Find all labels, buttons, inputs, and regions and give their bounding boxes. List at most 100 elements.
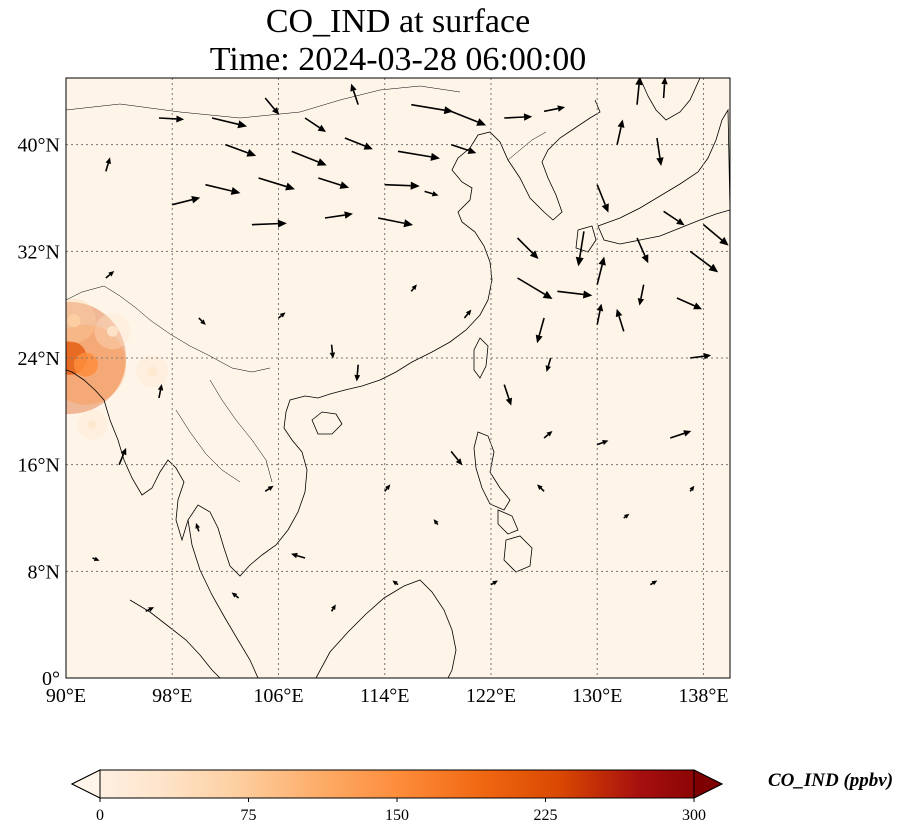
lon-tick-label: 122°E (466, 685, 516, 707)
wind-arrow (450, 110, 487, 126)
wind-arrow (264, 485, 274, 492)
wind-arrow (354, 364, 361, 382)
colorbar-extend-high (693, 769, 724, 799)
coastlines (66, 78, 730, 678)
wind-arrow (543, 431, 553, 439)
wind-arrow (616, 119, 625, 145)
borders (66, 85, 547, 483)
coastline-taiwan (473, 337, 489, 379)
wind-arrow (596, 256, 606, 285)
wind-arrow (344, 137, 373, 150)
wind-arrow (535, 317, 545, 344)
wind-arrow (656, 137, 664, 166)
map-title-line1: CO_IND at surface (265, 3, 531, 40)
wind-arrow (676, 297, 703, 310)
wind-arrow (689, 485, 695, 492)
lat-tick-label: 0° (42, 668, 60, 690)
wind-arrow (384, 484, 391, 492)
coastline-japan-honshu (597, 108, 730, 245)
wind-arrow (172, 196, 201, 206)
concentration-field (66, 298, 169, 440)
wind-arrow (543, 105, 566, 113)
lon-ticks: 90°E 98°E 106°E 114°E 122°E 130°E 138°E (46, 685, 729, 707)
wind-arrow (450, 143, 477, 154)
wind-arrow (689, 250, 719, 273)
colorbar: 0 75 150 225 300 (70, 769, 724, 824)
wind-arrow (304, 117, 327, 132)
hotspot-core (73, 352, 98, 377)
coastline-mindanao (503, 535, 533, 573)
wind-arrow (615, 308, 625, 332)
wind-vectors (92, 78, 729, 613)
wind-arrow (397, 150, 440, 161)
wind-arrow (318, 177, 350, 189)
lon-tick-label: 98°E (152, 685, 192, 707)
coastline-mainland (66, 99, 601, 577)
wind-arrow (433, 519, 439, 526)
wind-arrow (384, 181, 420, 190)
wind-arrow (450, 450, 463, 466)
colorbar-tick-label: 300 (682, 807, 706, 824)
wind-arrow (198, 317, 206, 325)
wind-arrow (251, 219, 287, 228)
wind-arrow (92, 556, 100, 562)
wind-arrow (623, 513, 630, 519)
lat-tick-label: 24°N (18, 348, 60, 370)
wind-arrow (350, 83, 359, 105)
coastline-japan-kyushu (575, 225, 597, 253)
colorbar-tick-label: 150 (385, 807, 409, 824)
coastline-malay (187, 519, 259, 678)
wind-arrow (596, 184, 609, 213)
map-background (66, 78, 730, 678)
wind-arrow (557, 290, 593, 299)
colorbar-gradient (70, 769, 724, 799)
wind-arrow (145, 607, 155, 613)
wind-arrow (195, 522, 200, 532)
lon-tick-label: 138°E (678, 685, 728, 707)
coastline-sakhalin (639, 78, 701, 121)
wind-arrow (105, 157, 111, 172)
coastline-visayas (497, 509, 519, 535)
wind-arrow (463, 309, 472, 319)
hotspot-core (88, 420, 98, 430)
wind-arrow (324, 211, 353, 219)
wind-arrow (105, 271, 115, 279)
map-title-line2: Time: 2024-03-28 06:00:00 (209, 41, 587, 78)
wind-arrow (636, 237, 649, 264)
hotspot-core (107, 325, 118, 337)
border-indochina (66, 285, 271, 373)
wind-arrow (392, 580, 399, 586)
wind-arrow (291, 552, 306, 559)
wind-arrow (596, 303, 604, 325)
lat-tick-label: 40°N (18, 135, 60, 157)
hotspot-core (147, 366, 158, 377)
wind-arrow (516, 237, 539, 259)
border-mongolia (66, 85, 461, 119)
border-thailand (175, 409, 241, 483)
lon-tick-label: 106°E (253, 685, 303, 707)
wind-arrow (157, 384, 164, 399)
colorbar-tick-label: 0 (96, 807, 104, 824)
wind-arrow (596, 440, 609, 446)
hotspot-core (67, 314, 81, 328)
wind-arrow (669, 430, 692, 439)
coastline-sumatra (129, 599, 221, 678)
wind-arrow (329, 344, 336, 359)
wind-arrow (410, 284, 417, 292)
wind-arrow (264, 97, 280, 115)
lat-tick-label: 16°N (18, 455, 60, 477)
wind-arrow (490, 580, 498, 586)
border-laos-vietnam (209, 379, 273, 483)
colorbar-extend-low (70, 769, 101, 799)
coastline-hainan (311, 411, 343, 435)
colorbar-ticks: 0 75 150 225 300 (70, 769, 724, 824)
wind-arrow (661, 78, 668, 99)
colorbar-tick-label: 75 (241, 807, 257, 824)
wind-arrow (690, 352, 712, 360)
wind-arrow (637, 284, 645, 306)
lon-tick-label: 90°E (46, 685, 86, 707)
gridlines (66, 78, 730, 678)
wind-arrow (504, 113, 533, 121)
wind-arrow (545, 357, 552, 372)
